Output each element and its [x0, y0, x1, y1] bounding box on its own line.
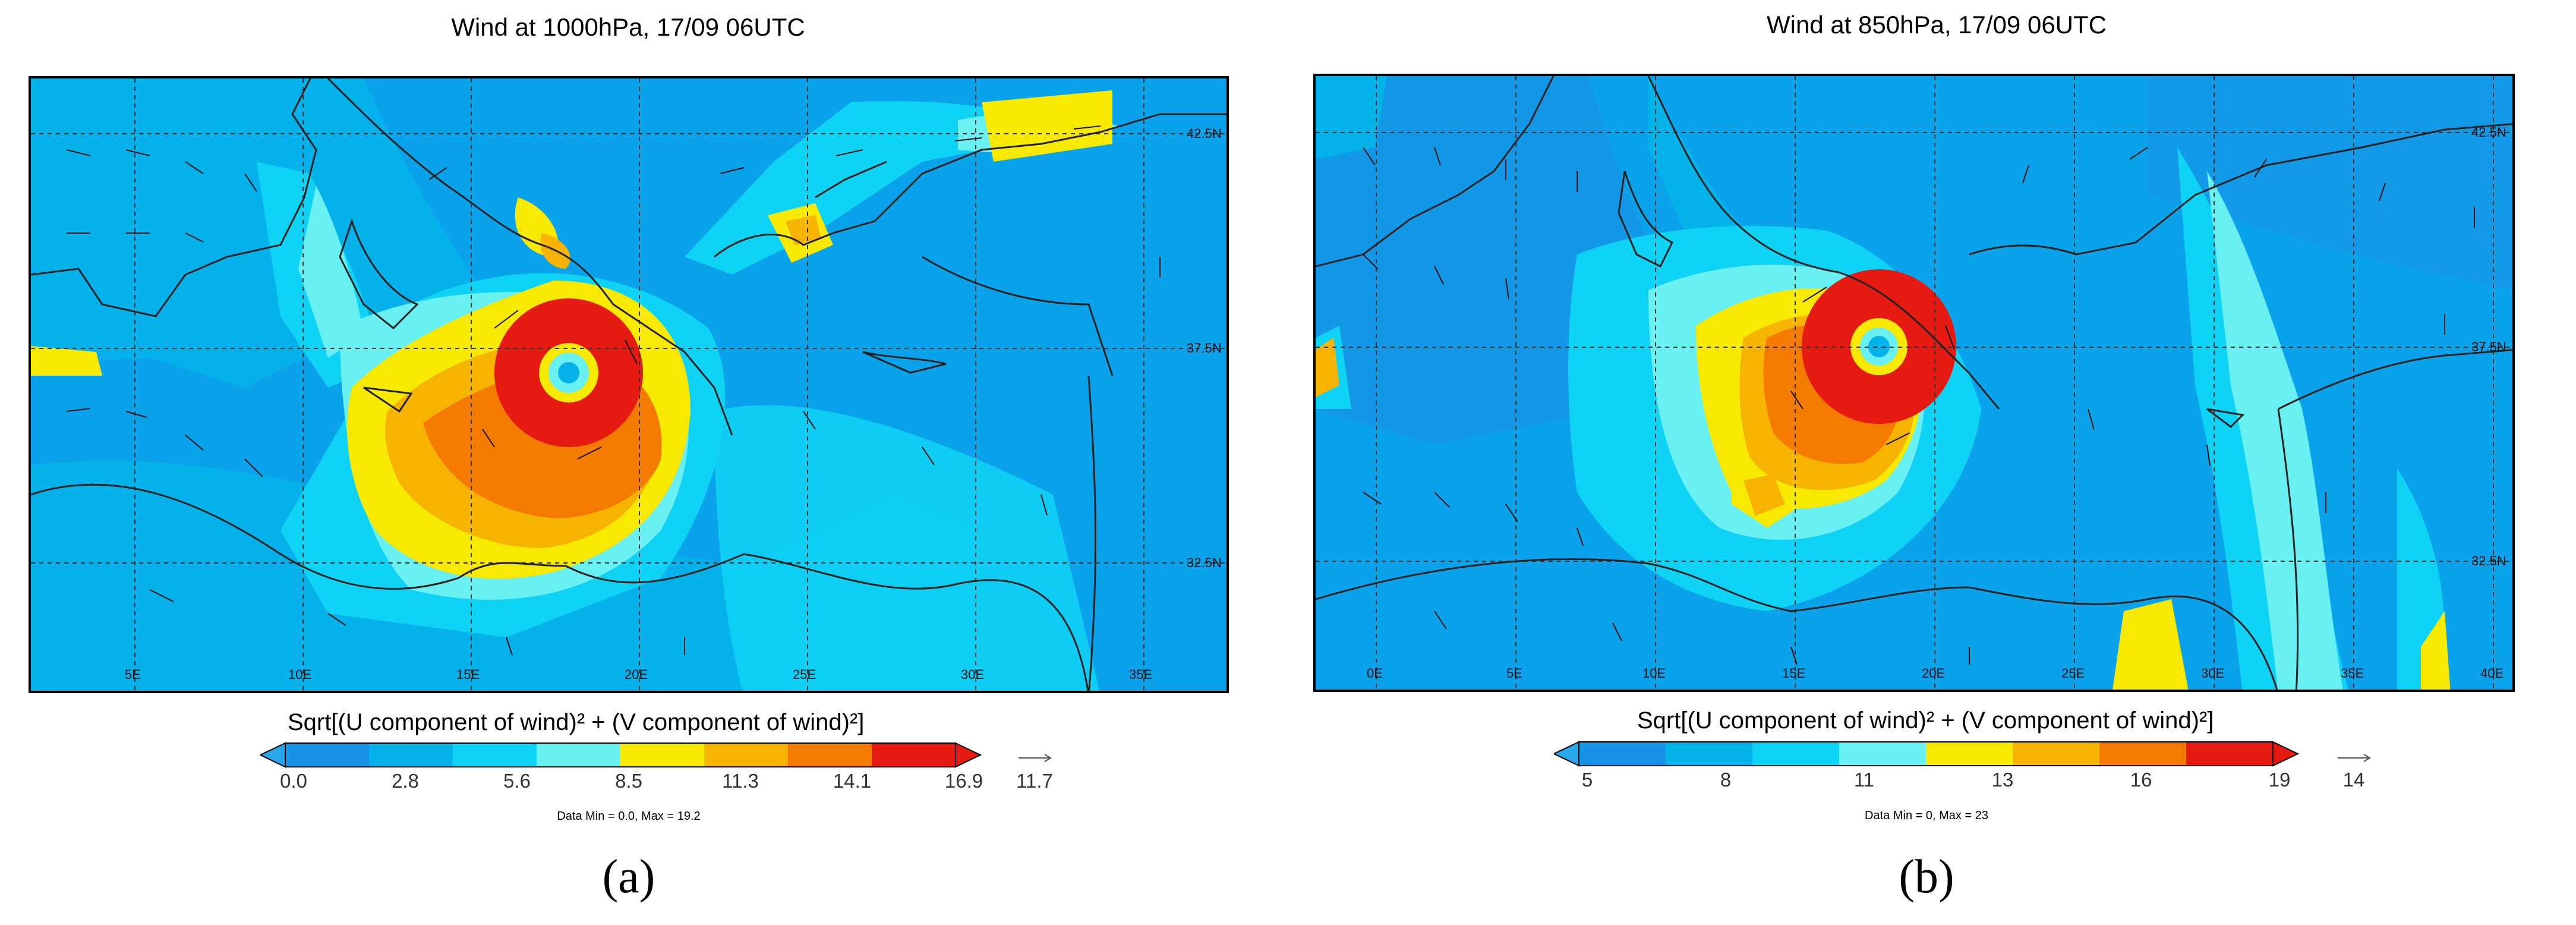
colorbar-tick: 14.1	[833, 770, 872, 792]
colorbar-bin	[369, 743, 453, 767]
colorbar-bin	[1839, 742, 1926, 766]
lon-label: 0E	[1367, 666, 1383, 681]
colorbar-bin	[704, 743, 788, 767]
colorbar-bin	[872, 743, 956, 767]
reference-vector-label: 11.7	[1016, 770, 1053, 792]
colorbar-bin	[285, 743, 369, 767]
colorbar-tick: 8.5	[615, 770, 642, 792]
wind-vectors	[66, 125, 1161, 656]
colorbar-bin	[1579, 742, 1666, 766]
colorbar-bin	[537, 743, 620, 767]
lon-label: 5E	[125, 667, 141, 682]
lon-label: 35E	[1129, 667, 1152, 682]
panel-b: Wind at 850hPa, 17/09 06UTC	[1288, 0, 2576, 925]
wind-map-svg: 42.5N 37.5N 32.5N 0E 5E 10E 15E 20E 25E …	[1316, 76, 2512, 690]
panel-caption: (b)	[1899, 851, 1954, 903]
colorbar-over-arrow	[2272, 741, 2300, 767]
colorbar-bin	[2099, 742, 2186, 766]
lat-label-32-5: 32.5N	[1187, 555, 1222, 570]
colorbar-tick: 19	[2268, 769, 2291, 791]
colorbar-title: Sqrt[(U component of wind)² + (V compone…	[288, 709, 865, 735]
lon-label: 30E	[2201, 666, 2224, 681]
lon-label: 25E	[793, 667, 816, 682]
lon-label: 20E	[1922, 666, 1945, 681]
lon-label: 5E	[1506, 666, 1522, 681]
colorbar-under-arrow	[260, 742, 286, 768]
colorbar-tick: 2.8	[392, 770, 419, 792]
wind-map: 42.5N 37.5N 32.5N 0E 5E 10E 15E 20E 25E …	[1313, 74, 2515, 692]
colorbar-tick: 8	[1720, 769, 1732, 791]
data-range-note: Data Min = 0, Max = 23	[1865, 809, 1988, 822]
lon-label: 30E	[961, 667, 984, 682]
lon-label: 40E	[2480, 666, 2504, 681]
coastlines	[31, 78, 1226, 691]
lat-label-37-5: 37.5N	[1187, 341, 1222, 355]
panel-a: Wind at 1000hPa, 17/09 06UTC	[29, 13, 1229, 903]
colorbar-bin	[1926, 742, 2013, 766]
lon-label: 10E	[1642, 666, 1666, 681]
lon-label: 15E	[1782, 666, 1805, 681]
lon-label: 10E	[288, 667, 311, 682]
colorbar-tick: 13	[1991, 769, 2014, 791]
lon-label: 35E	[2341, 666, 2364, 681]
data-range-note: Data Min = 0.0, Max = 19.2	[557, 810, 701, 823]
colorbar-tick: 5	[1581, 769, 1593, 791]
panel-caption: (a)	[602, 851, 655, 903]
colorbar-over-arrow	[955, 742, 982, 768]
colorbar-bin	[2186, 742, 2273, 766]
colorbar-tick: 16	[2130, 769, 2152, 791]
lat-label-37-5: 37.5N	[2471, 339, 2506, 354]
colorbar-tick: 5.6	[503, 770, 531, 792]
wind-vectors	[1363, 147, 2475, 665]
colorbar-bin	[453, 743, 537, 767]
colorbar-tick: 0.0	[280, 770, 307, 792]
map-title: Wind at 850hPa, 17/09 06UTC	[1766, 11, 2107, 39]
graticule	[31, 78, 1226, 691]
colorbar-bin	[620, 743, 704, 767]
wind-map: 42.5N 37.5N 32.5N 5E 10E 15E 20E 25E 30E…	[29, 76, 1229, 693]
colorbar-title: Sqrt[(U component of wind)² + (V compone…	[1637, 707, 2214, 734]
lon-label: 25E	[2061, 666, 2085, 681]
colorbar-under-arrow	[1554, 741, 1579, 767]
colorbar-bin	[1752, 742, 1839, 766]
colorbar-tick: 11	[1853, 769, 1875, 791]
lat-label-42-5: 42.5N	[1187, 126, 1222, 141]
colorbar-tick: 11.3	[722, 770, 759, 792]
colorbar	[1554, 741, 2300, 767]
colorbar	[260, 742, 982, 768]
lon-label: 20E	[625, 667, 648, 682]
reference-vector-label: 14	[2342, 769, 2365, 791]
colorbar-tick: 16.9	[944, 770, 983, 792]
reference-vector-arrow	[1019, 754, 1052, 762]
reference-vector-arrow	[2338, 754, 2371, 762]
lon-label: 15E	[456, 667, 480, 682]
colorbar-bin	[788, 743, 872, 767]
lat-label-32-5: 32.5N	[2471, 553, 2506, 568]
wind-map-svg: 42.5N 37.5N 32.5N 5E 10E 15E 20E 25E 30E…	[31, 78, 1226, 691]
lat-label-42-5: 42.5N	[2471, 125, 2506, 140]
map-title: Wind at 1000hPa, 17/09 06UTC	[451, 13, 805, 41]
colorbar-bin	[2013, 742, 2099, 766]
colorbar-bin	[1666, 742, 1752, 766]
